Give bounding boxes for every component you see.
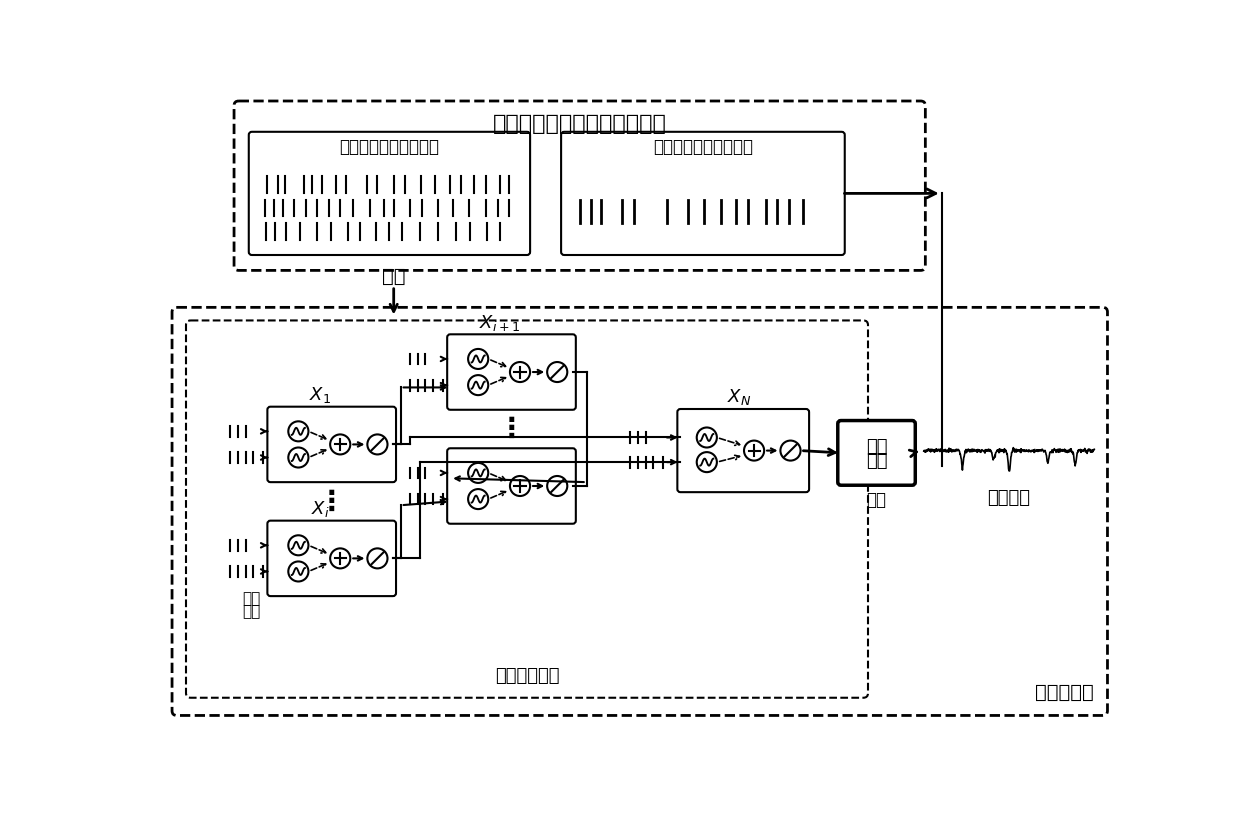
Text: 突触前神经元放电序列: 突触前神经元放电序列: [340, 138, 439, 156]
FancyBboxPatch shape: [172, 308, 1107, 716]
FancyBboxPatch shape: [234, 101, 925, 270]
Text: 输入: 输入: [242, 605, 260, 619]
Text: ⋮: ⋮: [497, 415, 526, 443]
FancyBboxPatch shape: [186, 321, 868, 698]
FancyBboxPatch shape: [249, 132, 531, 255]
Text: $X_1$: $X_1$: [309, 385, 331, 406]
FancyBboxPatch shape: [268, 406, 396, 482]
Text: 突触后神经元放电序列: 突触后神经元放电序列: [653, 138, 753, 156]
FancyBboxPatch shape: [448, 335, 575, 410]
Text: 模型: 模型: [866, 451, 888, 469]
Text: $X_{i+1}$: $X_{i+1}$: [480, 313, 521, 333]
Text: 放电序列: 放电序列: [987, 489, 1030, 507]
Text: 突触: 突触: [242, 591, 260, 605]
Text: $X_N$: $X_N$: [727, 387, 751, 406]
Text: $X_i$: $X_i$: [311, 499, 330, 519]
Text: 树突级联模型: 树突级联模型: [495, 667, 559, 685]
FancyBboxPatch shape: [560, 132, 844, 255]
Text: 实验所得在体神经元放电序列: 实验所得在体神经元放电序列: [492, 114, 667, 134]
Text: 放电: 放电: [866, 437, 888, 455]
FancyBboxPatch shape: [448, 448, 575, 524]
Text: ⋮: ⋮: [317, 487, 346, 516]
Text: 神经元模型: 神经元模型: [1034, 683, 1094, 702]
FancyBboxPatch shape: [268, 521, 396, 596]
Text: 拟合: 拟合: [382, 267, 405, 286]
FancyBboxPatch shape: [838, 420, 915, 486]
FancyBboxPatch shape: [677, 409, 808, 492]
Text: 胞体: 胞体: [867, 491, 887, 509]
